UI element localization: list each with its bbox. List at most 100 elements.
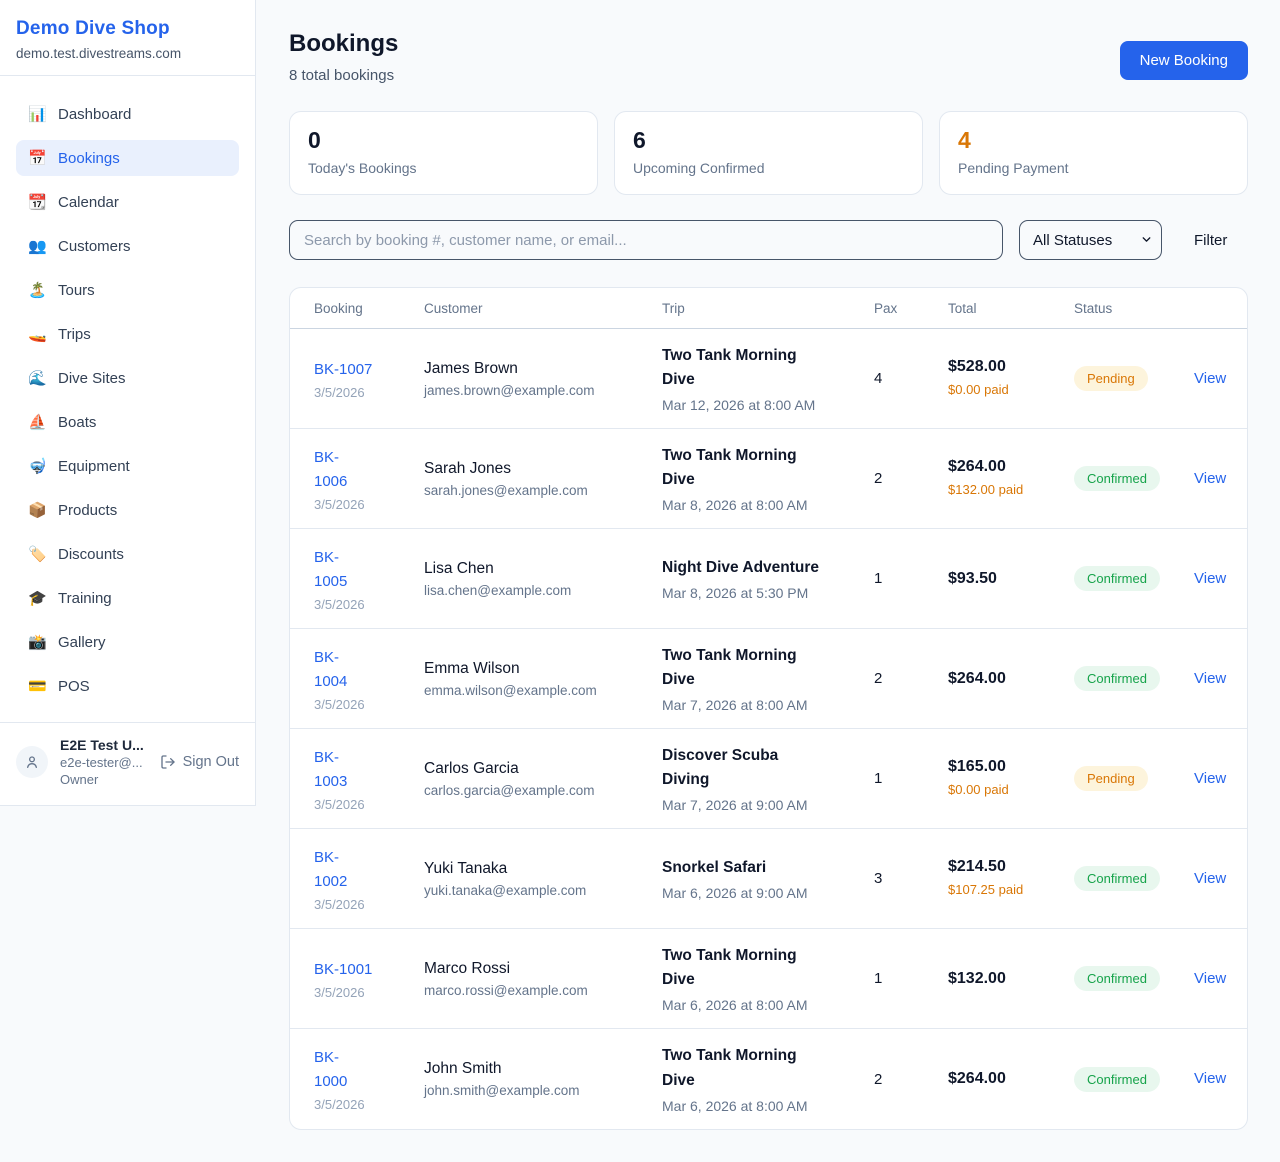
customers-people-icon: 👥 xyxy=(28,237,47,255)
view-link[interactable]: View xyxy=(1194,969,1227,987)
table-row: BK- 1002 3/5/2026 Yuki Tanaka yuki.tanak… xyxy=(290,829,1247,929)
stat-label: Upcoming Confirmed xyxy=(633,160,765,176)
calendar-icon: 📆 xyxy=(28,193,47,211)
brand-block: Demo Dive Shop demo.test.divestreams.com xyxy=(0,0,255,76)
sidebar-item-training[interactable]: 🎓 Training xyxy=(16,580,239,616)
trip-date: Mar 6, 2026 at 8:00 AM xyxy=(662,1097,808,1114)
trip-name: Night Dive Adventure xyxy=(662,558,820,576)
view-link[interactable]: View xyxy=(1194,469,1227,487)
sidebar-item-products[interactable]: 📦 Products xyxy=(16,492,239,528)
table-row: BK-1007 3/5/2026 James Brown james.brown… xyxy=(290,329,1247,429)
total-amount: $264.00 xyxy=(948,1070,1006,1087)
status-badge: Pending xyxy=(1074,366,1148,391)
col-header-total: Total xyxy=(948,300,977,316)
booking-id-link[interactable]: BK-1001 xyxy=(314,960,373,978)
pax-count: 1 xyxy=(874,570,883,587)
gallery-camera-icon: 📸 xyxy=(28,633,47,651)
trip-date: Mar 7, 2026 at 8:00 AM xyxy=(662,697,808,714)
customer-email: yuki.tanaka@example.com xyxy=(424,882,587,898)
customer-name: James Brown xyxy=(424,359,518,377)
booking-id-link[interactable]: BK- 1005 xyxy=(314,548,348,590)
stat-value: 0 xyxy=(308,127,321,153)
trip-date: Mar 6, 2026 at 9:00 AM xyxy=(662,885,808,901)
total-amount: $528.00 xyxy=(948,357,1006,375)
new-booking-button[interactable]: New Booking xyxy=(1119,41,1248,80)
view-link[interactable]: View xyxy=(1194,1070,1227,1087)
sidebar-item-label: Customers xyxy=(58,237,131,255)
sidebar-item-gallery[interactable]: 📸 Gallery xyxy=(16,624,239,660)
col-header-pax: Pax xyxy=(874,300,898,316)
sidebar-item-label: Calendar xyxy=(58,193,119,211)
status-select[interactable]: All Statuses xyxy=(1019,220,1162,260)
stat-card: 6 Upcoming Confirmed xyxy=(614,111,923,195)
pax-count: 2 xyxy=(874,1070,883,1088)
booking-id-link[interactable]: BK- 1000 xyxy=(314,1049,348,1090)
sidebar-item-trips[interactable]: 🚤 Trips xyxy=(16,316,239,352)
trip-date: Mar 7, 2026 at 9:00 AM xyxy=(662,797,808,814)
bookings-calendar-icon: 📅 xyxy=(28,149,47,167)
search-input[interactable] xyxy=(289,220,1003,260)
view-link[interactable]: View xyxy=(1194,869,1227,887)
bookings-table: Booking Customer Trip Pax Total Status B… xyxy=(289,287,1248,1130)
pax-count: 2 xyxy=(874,670,883,687)
booking-id-link[interactable]: BK- 1002 xyxy=(314,848,348,890)
view-link[interactable]: View xyxy=(1194,769,1227,787)
trip-date: Mar 8, 2026 at 8:00 AM xyxy=(662,497,808,514)
sidebar-item-pos[interactable]: 💳 POS xyxy=(16,668,239,704)
stat-value: 4 xyxy=(958,127,971,153)
user-avatar-icon xyxy=(27,756,37,768)
sidebar-item-label: Equipment xyxy=(58,457,130,475)
sidebar-item-label: Bookings xyxy=(58,149,120,167)
status-badge: Pending xyxy=(1074,766,1148,791)
stats-row: 0 Today's Bookings 6 Upcoming Confirmed … xyxy=(289,111,1248,195)
stat-label: Today's Bookings xyxy=(308,160,417,176)
filter-button[interactable]: Filter xyxy=(1194,231,1228,249)
sign-out-icon xyxy=(160,755,175,769)
sidebar-item-label: Dashboard xyxy=(58,105,132,123)
trip-name: Two Tank Morning Dive xyxy=(662,1047,797,1089)
booking-id-link[interactable]: BK- 1004 xyxy=(314,648,348,690)
stat-label: Pending Payment xyxy=(958,160,1069,176)
sign-out-button[interactable]: Sign Out xyxy=(160,754,239,770)
sign-out-label: Sign Out xyxy=(182,754,239,770)
view-link[interactable]: View xyxy=(1194,569,1227,587)
sidebar-item-label: Dive Sites xyxy=(58,369,126,387)
paid-amount: $0.00 paid xyxy=(948,381,1009,397)
total-amount: $264.00 xyxy=(948,457,1006,475)
booking-id-link[interactable]: BK- 1003 xyxy=(314,748,348,790)
boats-sailboat-icon: ⛵ xyxy=(28,413,47,431)
user-avatar xyxy=(16,746,48,778)
sidebar-item-customers[interactable]: 👥 Customers xyxy=(16,228,239,264)
pax-count: 3 xyxy=(874,870,883,887)
view-link[interactable]: View xyxy=(1194,669,1227,687)
user-role: Owner xyxy=(60,772,99,787)
view-link[interactable]: View xyxy=(1194,369,1227,387)
booking-date: 3/5/2026 xyxy=(314,596,365,612)
pax-count: 1 xyxy=(874,970,883,987)
trip-date: Mar 12, 2026 at 8:00 AM xyxy=(662,397,816,414)
stat-card: 4 Pending Payment xyxy=(939,111,1248,195)
booking-date: 3/5/2026 xyxy=(314,896,365,912)
trip-name: Two Tank Morning Dive xyxy=(662,446,797,488)
sidebar-item-calendar[interactable]: 📆 Calendar xyxy=(16,184,239,220)
sidebar-item-tours[interactable]: 🏝️ Tours xyxy=(16,272,239,308)
booking-date: 3/5/2026 xyxy=(314,696,365,712)
table-row: BK- 1005 3/5/2026 Lisa Chen lisa.chen@ex… xyxy=(290,529,1247,629)
sidebar-item-discounts[interactable]: 🏷️ Discounts xyxy=(16,536,239,572)
total-amount: $132.00 xyxy=(948,969,1006,987)
total-amount: $93.50 xyxy=(948,569,997,587)
booking-id-link[interactable]: BK-1007 xyxy=(314,360,373,378)
training-grad-cap-icon: 🎓 xyxy=(28,589,47,607)
sidebar-item-bookings[interactable]: 📅 Bookings xyxy=(16,140,239,176)
sidebar-item-label: POS xyxy=(58,677,90,695)
sidebar-item-label: Discounts xyxy=(58,545,124,563)
col-header-status: Status xyxy=(1074,300,1113,316)
sidebar-item-dashboard[interactable]: 📊 Dashboard xyxy=(16,96,239,132)
booking-id-link[interactable]: BK- 1006 xyxy=(314,448,348,490)
sidebar-item-boats[interactable]: ⛵ Boats xyxy=(16,404,239,440)
sidebar-item-label: Trips xyxy=(58,325,91,343)
sidebar-item-dive-sites[interactable]: 🌊 Dive Sites xyxy=(16,360,239,396)
booking-date: 3/5/2026 xyxy=(314,984,365,1000)
page-title: Bookings xyxy=(289,30,399,57)
sidebar-item-equipment[interactable]: 🤿 Equipment xyxy=(16,448,239,484)
